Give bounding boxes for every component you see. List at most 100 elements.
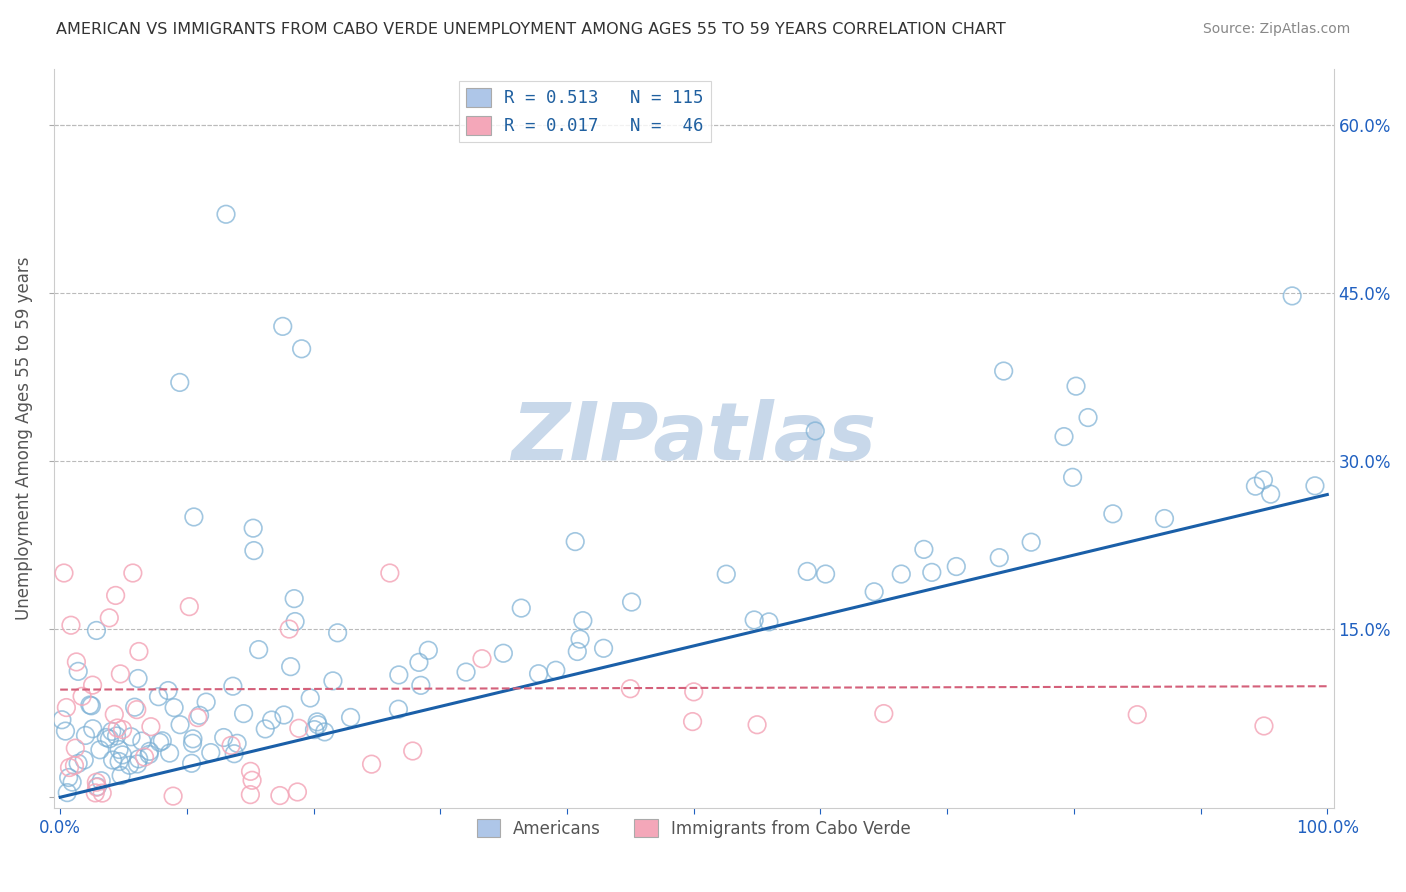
Point <box>527 666 550 681</box>
Point <box>567 644 589 658</box>
Point <box>314 725 336 739</box>
Point <box>388 668 411 682</box>
Point <box>273 708 295 723</box>
Point <box>232 706 254 721</box>
Y-axis label: Unemployment Among Ages 55 to 59 years: Unemployment Among Ages 55 to 59 years <box>15 257 32 620</box>
Point <box>239 764 262 779</box>
Point <box>134 750 156 764</box>
Point <box>110 667 132 681</box>
Point <box>58 760 80 774</box>
Point <box>993 364 1015 378</box>
Point <box>86 780 108 794</box>
Point <box>409 678 432 692</box>
Point <box>86 780 108 794</box>
Point <box>804 424 827 438</box>
Point <box>108 755 131 769</box>
Point <box>105 729 128 743</box>
Point <box>287 785 309 799</box>
Point <box>745 717 768 731</box>
Point <box>1253 473 1275 487</box>
Point <box>454 665 477 679</box>
Point <box>226 736 249 750</box>
Point <box>418 643 440 657</box>
Point <box>402 744 425 758</box>
Point <box>65 655 87 669</box>
Point <box>181 731 204 746</box>
Point <box>86 624 108 638</box>
Point <box>1064 379 1087 393</box>
Point <box>492 646 515 660</box>
Point <box>742 613 765 627</box>
Point <box>1281 289 1303 303</box>
Point <box>105 721 128 735</box>
Point <box>163 700 186 714</box>
Point <box>307 717 329 731</box>
Point <box>63 758 86 772</box>
Point <box>1053 429 1076 443</box>
Point <box>1077 410 1099 425</box>
Point <box>118 758 141 772</box>
Point <box>79 698 101 712</box>
Point <box>187 711 209 725</box>
Point <box>101 724 124 739</box>
Point <box>1303 479 1326 493</box>
Point <box>758 615 780 629</box>
Point <box>339 710 361 724</box>
Point <box>65 741 87 756</box>
Point <box>682 685 704 699</box>
Legend: Americans, Immigrants from Cabo Verde: Americans, Immigrants from Cabo Verde <box>470 813 918 845</box>
Point <box>219 739 242 753</box>
Point <box>127 756 149 771</box>
Point <box>242 521 264 535</box>
Point <box>67 756 90 771</box>
Point <box>1126 707 1149 722</box>
Point <box>108 742 131 756</box>
Point <box>91 786 114 800</box>
Point <box>110 768 132 782</box>
Text: ZIPatlas: ZIPatlas <box>512 400 876 477</box>
Point <box>82 678 104 692</box>
Point <box>304 723 326 737</box>
Point <box>921 566 943 580</box>
Point <box>70 690 93 704</box>
Point <box>157 683 180 698</box>
Point <box>111 723 134 737</box>
Point <box>86 775 108 789</box>
Point <box>291 342 314 356</box>
Point <box>111 747 134 762</box>
Text: AMERICAN VS IMMIGRANTS FROM CABO VERDE UNEMPLOYMENT AMONG AGES 55 TO 59 YEARS CO: AMERICAN VS IMMIGRANTS FROM CABO VERDE U… <box>56 22 1005 37</box>
Point <box>67 665 90 679</box>
Point <box>873 706 896 721</box>
Point <box>52 566 75 580</box>
Point <box>51 713 73 727</box>
Point <box>149 735 172 749</box>
Point <box>195 695 218 709</box>
Point <box>73 753 96 767</box>
Point <box>58 771 80 785</box>
Point <box>169 376 191 390</box>
Point <box>200 746 222 760</box>
Point <box>471 651 494 665</box>
Point <box>138 744 160 758</box>
Point <box>101 753 124 767</box>
Point <box>387 702 409 716</box>
Point <box>243 543 266 558</box>
Point <box>215 207 238 221</box>
Point <box>139 720 162 734</box>
Point <box>378 566 401 580</box>
Point <box>271 319 294 334</box>
Point <box>84 786 107 800</box>
Point <box>1253 719 1275 733</box>
Point <box>159 746 181 760</box>
Point <box>260 713 283 727</box>
Point <box>863 584 886 599</box>
Point <box>90 773 112 788</box>
Point <box>121 566 143 580</box>
Point <box>98 611 121 625</box>
Point <box>179 599 201 614</box>
Point <box>299 690 322 705</box>
Point <box>96 731 118 745</box>
Point <box>128 644 150 658</box>
Point <box>181 736 204 750</box>
Point <box>222 679 245 693</box>
